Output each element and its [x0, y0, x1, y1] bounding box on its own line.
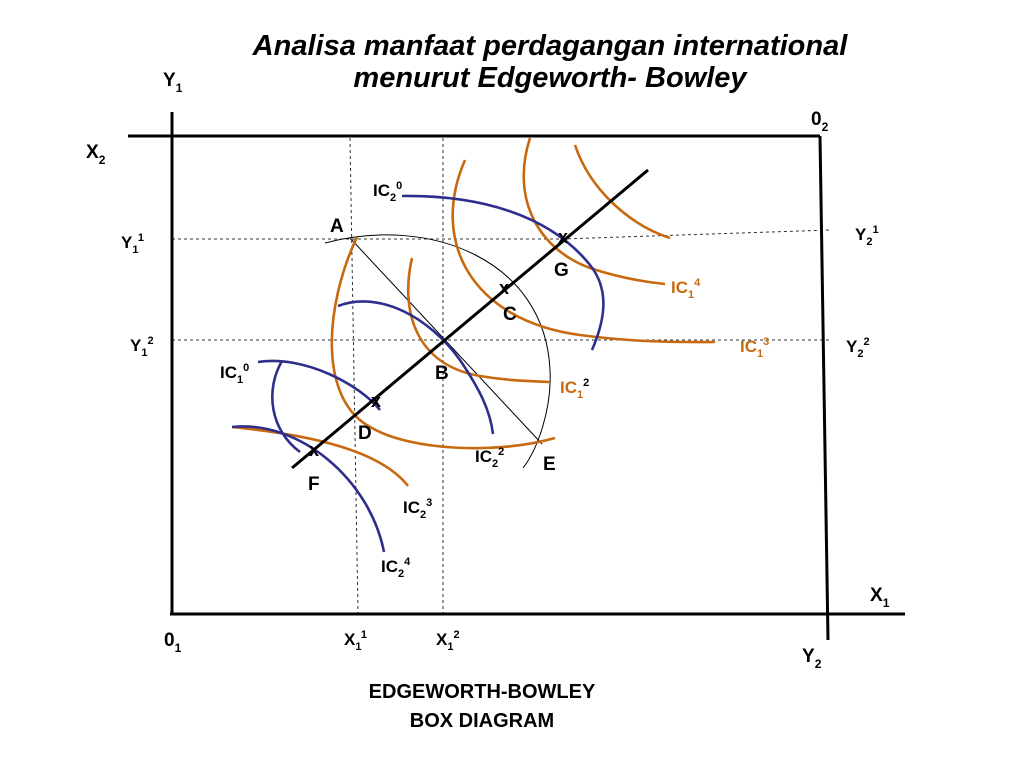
label-y2-1: Y21: [855, 224, 879, 248]
guide-lines: [172, 137, 831, 615]
label-x1-2: X12: [436, 629, 460, 653]
axis-labels: Y1 X2 02 01 X1 Y2 Y11 Y12 Y21 Y22 X11 X1…: [86, 70, 890, 671]
label-ic2-0: IC20: [373, 180, 402, 204]
label-origin2: 02: [811, 109, 829, 134]
ic1-2-curve: [406, 257, 551, 384]
label-x1: X1: [870, 585, 890, 610]
ic2-5-curve: [271, 360, 301, 454]
point-b-label: B: [435, 363, 449, 384]
ic2-4-curve: [231, 425, 386, 553]
contract-curve: [291, 168, 649, 470]
label-y2-bottom: Y2: [802, 646, 822, 671]
label-ic1-2: IC12: [560, 377, 589, 401]
y2-axis: [818, 135, 830, 641]
diagram-title: Analisa manfaat perdagangan internationa…: [180, 30, 920, 94]
title-line-1: Analisa manfaat perdagangan internationa…: [252, 30, 848, 62]
label-x2: X2: [86, 142, 106, 167]
point-d-label: D: [358, 423, 372, 444]
label-y1-top: Y1: [163, 70, 183, 95]
point-g-label: G: [554, 260, 569, 281]
label-ic2-2: IC22: [475, 446, 504, 470]
label-ic2-3: IC23: [403, 497, 432, 521]
label-ic1-3: IC13: [740, 336, 769, 360]
ic1-4-curve: [522, 137, 666, 286]
label-ic2-4: IC24: [381, 556, 411, 580]
point-f-label: F: [308, 474, 320, 495]
ic1-1-curve: [330, 236, 556, 450]
tangency-marker-d: x: [371, 391, 381, 411]
arc-a-e: [324, 234, 551, 469]
guide-y2-1: [561, 229, 831, 240]
tangency-marker-g: x: [558, 227, 568, 247]
label-y1-1: Y11: [121, 232, 144, 256]
caption-line-1: EDGEWORTH-BOWLEY: [368, 681, 596, 703]
ic1-0-curve: [231, 425, 410, 487]
ic1-5-curve: [573, 144, 671, 240]
point-labels: A B C D E F G: [308, 216, 569, 495]
box-frame: [128, 112, 905, 641]
ic2-2-curve: [337, 300, 495, 435]
guide-x1-1: [349, 137, 359, 615]
point-e-label: E: [543, 454, 556, 475]
point-c-label: C: [503, 304, 517, 325]
label-x1-1: X11: [344, 629, 367, 653]
label-y2-2: Y22: [846, 336, 870, 360]
tangency-marker-f: x: [309, 440, 319, 460]
curve-labels: IC20 IC10 IC12 IC13 IC14 IC22 IC23 IC24: [220, 180, 769, 580]
point-a-label: A: [330, 216, 344, 237]
country1-curves: [231, 137, 716, 487]
label-y1-2: Y12: [130, 335, 154, 359]
tangency-markers: x x x x: [309, 227, 568, 460]
caption-line-2: BOX DIAGRAM: [409, 710, 555, 732]
label-origin1: 01: [164, 630, 182, 655]
diagram-caption: EDGEWORTH-BOWLEY BOX DIAGRAM: [300, 678, 664, 736]
tangency-marker-c: x: [499, 278, 509, 298]
label-ic1-0: IC10: [220, 362, 249, 386]
ic1-3-curve: [451, 159, 716, 344]
ic2-3-curve: [257, 359, 382, 411]
ic2-0-curve: [401, 194, 605, 351]
title-line-2: menurut Edgeworth- Bowley: [353, 62, 747, 94]
label-ic1-4: IC14: [671, 277, 701, 301]
